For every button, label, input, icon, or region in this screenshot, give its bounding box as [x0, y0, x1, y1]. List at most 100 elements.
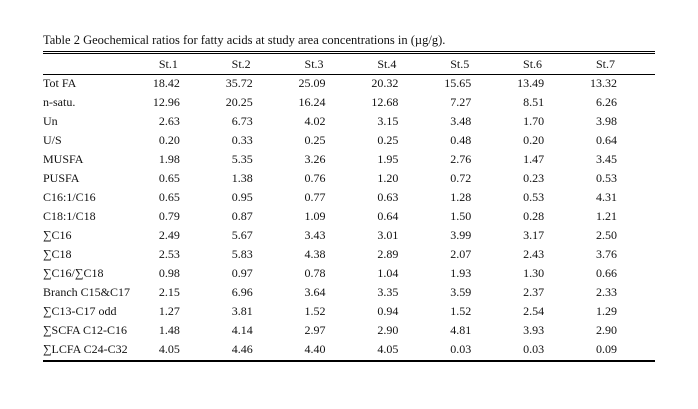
row-label: ∑C13-C17 odd	[43, 304, 117, 318]
cell-st1: 0.65	[158, 171, 180, 185]
cell-st1: 2.53	[158, 247, 180, 261]
cell-st3: 25.09	[298, 76, 326, 90]
cell-st2: 35.72	[225, 76, 253, 90]
cell-st6: 1.70	[523, 114, 545, 128]
table-row: ∑C16/∑C18 0.98 0.97 0.78 1.04 1.93 1.30 0.66	[43, 264, 655, 283]
cell-st4: 4.05	[377, 342, 399, 356]
cell-st7: 0.53	[596, 171, 617, 185]
cell-st1: 2.15	[158, 285, 180, 299]
row-label: Tot FA	[43, 76, 77, 90]
cell-st5: 1.50	[450, 209, 472, 223]
cell-st6: 2.43	[523, 247, 545, 261]
cell-st7: 4.31	[596, 190, 617, 204]
header-cell-st1: St.1	[158, 57, 178, 71]
table-row: Branch C15&C17 2.15 6.96 3.64 3.35 3.59 2.37 2.…	[43, 283, 655, 302]
cell-st2: 5.35	[231, 152, 253, 166]
cell-st6: 1.30	[523, 266, 545, 280]
cell-st3: 0.76	[304, 171, 326, 185]
cell-st6: 3.17	[523, 228, 545, 242]
cell-st7: 2.33	[596, 285, 617, 299]
cell-st3: 3.43	[304, 228, 326, 242]
cell-st1: 0.98	[158, 266, 180, 280]
cell-st6: 1.47	[523, 152, 545, 166]
cell-st1: 18.42	[152, 76, 180, 90]
cell-st1: 0.65	[158, 190, 180, 204]
cell-st5: 15.65	[444, 76, 472, 90]
cell-st2: 0.87	[231, 209, 253, 223]
cell-st4: 0.25	[377, 133, 399, 147]
table-row: ∑SCFA C12-C16 1.48 4.14 2.97 2.90 4.81 3.93 2.9…	[43, 321, 655, 340]
cell-st3: 0.78	[304, 266, 326, 280]
cell-st2: 20.25	[225, 95, 253, 109]
table-row: ∑C18 2.53 5.83 4.38 2.89 2.07 2.43 3.76	[43, 245, 655, 264]
table-row: n-satu. 12.96 20.25 16.24 12.68 7.27 8.51 6.26	[43, 93, 655, 112]
table-row: C18:1/C18 0.79 0.87 1.09 0.64 1.50 0.28 1.21	[43, 207, 655, 226]
table-row: C16:1/C16 0.65 0.95 0.77 0.63 1.28 0.53 4.31	[43, 188, 655, 207]
cell-st2: 0.95	[231, 190, 253, 204]
cell-st7: 3.45	[596, 152, 617, 166]
row-label: ∑LCFA C24-C32	[43, 342, 128, 356]
cell-st3: 1.52	[304, 304, 326, 318]
cell-st2: 4.14	[231, 323, 253, 337]
cell-st4: 1.95	[377, 152, 399, 166]
cell-st4: 12.68	[371, 95, 399, 109]
row-label: PUSFA	[43, 171, 80, 185]
cell-st3: 0.77	[304, 190, 326, 204]
cell-st5: 2.76	[450, 152, 472, 166]
cell-st6: 0.03	[523, 342, 545, 356]
top-rule	[43, 51, 655, 52]
header-cell-st3: St.3	[304, 57, 324, 71]
cell-st6: 2.37	[523, 285, 545, 299]
cell-st4: 0.94	[377, 304, 399, 318]
row-label: Branch C15&C17	[43, 285, 130, 299]
top-rule-double	[43, 53, 655, 54]
header-cell-st2: St.2	[231, 57, 251, 71]
cell-st2: 1.38	[231, 171, 253, 185]
cell-st5: 1.52	[450, 304, 472, 318]
cell-st4: 0.64	[377, 209, 399, 223]
table-row: Un 2.63 6.73 4.02 3.15 3.48 1.70 3.98	[43, 112, 655, 131]
row-label: ∑C18	[43, 247, 72, 261]
cell-st7: 1.29	[596, 304, 617, 318]
cell-st1: 1.27	[158, 304, 180, 318]
cell-st3: 4.02	[304, 114, 326, 128]
cell-st2: 3.81	[231, 304, 253, 318]
cell-st2: 6.96	[231, 285, 253, 299]
cell-st4: 0.63	[377, 190, 399, 204]
cell-st5: 0.72	[450, 171, 472, 185]
cell-st6: 2.54	[523, 304, 545, 318]
cell-st5: 1.93	[450, 266, 472, 280]
cell-st3: 16.24	[298, 95, 326, 109]
table-row: MUSFA 1.98 5.35 3.26 1.95 2.76 1.47 3.45	[43, 150, 655, 169]
cell-st5: 3.59	[450, 285, 472, 299]
cell-st4: 1.04	[377, 266, 399, 280]
header-cell-st7: St.7	[595, 57, 615, 71]
cell-st3: 3.26	[304, 152, 326, 166]
row-label: U/S	[43, 133, 62, 147]
cell-st4: 3.01	[377, 228, 399, 242]
cell-st7: 0.64	[596, 133, 617, 147]
cell-st5: 1.28	[450, 190, 472, 204]
row-label: Un	[43, 114, 58, 128]
header-rule	[43, 74, 655, 75]
cell-st3: 2.97	[304, 323, 326, 337]
table-header-row: St.1 St.2 St.3 St.4 St.5 St.6 St.7	[43, 55, 655, 74]
cell-st3: 3.64	[304, 285, 326, 299]
cell-st6: 8.51	[523, 95, 545, 109]
cell-st4: 20.32	[371, 76, 399, 90]
bottom-rule	[43, 360, 655, 362]
table-row: Tot FA 18.42 35.72 25.09 20.32 15.65 13.49 13.3…	[43, 74, 655, 93]
cell-st1: 1.48	[158, 323, 180, 337]
table-row: ∑C16 2.49 5.67 3.43 3.01 3.99 3.17 2.50	[43, 226, 655, 245]
row-label: ∑C16	[43, 228, 72, 242]
header-cell-corner	[43, 55, 145, 74]
cell-st5: 7.27	[450, 95, 472, 109]
cell-st4: 3.35	[377, 285, 399, 299]
cell-st1: 2.49	[158, 228, 180, 242]
cell-st5: 3.99	[450, 228, 472, 242]
cell-st7: 2.90	[596, 323, 617, 337]
cell-st1: 1.98	[158, 152, 180, 166]
cell-st7: 2.50	[596, 228, 617, 242]
cell-st6: 3.93	[523, 323, 545, 337]
table-caption: Table 2 Geochemical ratios for fatty aci…	[43, 33, 446, 47]
